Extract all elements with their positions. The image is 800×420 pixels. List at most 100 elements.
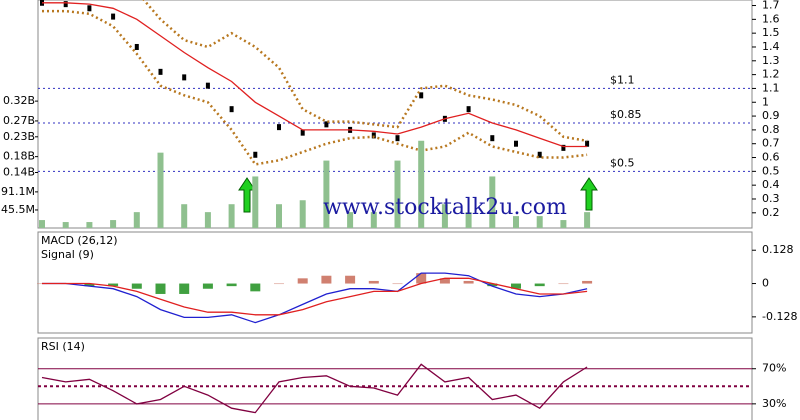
histogram-bar xyxy=(131,283,142,289)
histogram-bar xyxy=(463,280,474,284)
y-tick-label: 0.6 xyxy=(762,151,780,164)
candle xyxy=(395,135,400,142)
candle xyxy=(466,106,471,113)
y-tick-label: 0.5 xyxy=(762,164,780,177)
y2-tick-label: 45.5M xyxy=(1,203,35,216)
series-line xyxy=(42,277,588,316)
series-line xyxy=(42,9,588,166)
volume-bar xyxy=(86,222,93,228)
y2-tick-label: 0.27B xyxy=(3,114,35,127)
macd-panel xyxy=(37,231,753,334)
y2-tick-label: 91.1M xyxy=(1,185,35,198)
candle xyxy=(585,140,590,147)
histogram-bar xyxy=(392,283,403,285)
candle xyxy=(87,5,92,12)
candle xyxy=(300,129,305,136)
y-tick-label: 1.6 xyxy=(762,12,780,25)
histogram-bar xyxy=(368,280,379,284)
histogram-bar xyxy=(321,275,332,284)
series-line xyxy=(142,0,588,143)
candle xyxy=(419,92,424,99)
y-tick-label: 0.3 xyxy=(762,192,780,205)
series-line xyxy=(42,2,588,148)
candle xyxy=(514,140,518,147)
volume-bar xyxy=(560,220,567,228)
level-label: $0.5 xyxy=(610,156,635,169)
histogram-bar xyxy=(439,278,450,284)
candle xyxy=(158,68,163,75)
series-line xyxy=(42,272,588,324)
candle xyxy=(561,144,566,151)
legend-entry: MACD (26,12) xyxy=(41,234,118,247)
volume-bar xyxy=(39,220,45,228)
histogram-bar xyxy=(84,283,95,287)
watermark: www.stocktalk2u.com xyxy=(323,195,567,220)
y-tick-label: 1 xyxy=(762,95,769,108)
y-tick-label: 0.2 xyxy=(762,206,780,219)
y-tick-label: 1.3 xyxy=(762,54,780,67)
volume-bar xyxy=(299,200,306,228)
histogram-bar xyxy=(582,280,593,284)
histogram-bar xyxy=(511,283,521,289)
histogram-bar xyxy=(534,283,545,287)
y2-tick-label: 0.32B xyxy=(3,94,35,107)
level-label: $1.1 xyxy=(610,73,635,86)
legend-entry: RSI (14) xyxy=(41,340,85,353)
histogram-bar xyxy=(108,283,119,287)
histogram-bar xyxy=(558,283,569,285)
histogram-bar xyxy=(487,283,498,287)
histogram-bar xyxy=(345,275,356,284)
volume-bar xyxy=(394,160,401,228)
volume-bar xyxy=(276,204,282,228)
volume-bar xyxy=(228,204,235,228)
volume-bar xyxy=(584,212,591,228)
volume-bar xyxy=(441,204,448,228)
series-line xyxy=(41,363,588,414)
volume-bar xyxy=(252,176,259,228)
volume-bar xyxy=(157,152,164,228)
volume-bar xyxy=(370,212,377,228)
volume-bar xyxy=(62,222,69,228)
y-tick-label: 1.1 xyxy=(762,81,780,94)
level-label: $0.85 xyxy=(610,108,642,121)
volume-bar xyxy=(323,160,330,228)
volume-bar xyxy=(181,204,188,228)
y-tick-label: 1.5 xyxy=(762,26,780,39)
histogram-bar xyxy=(155,283,166,294)
volume-bar xyxy=(110,220,117,228)
candle xyxy=(205,82,210,89)
y-tick-label: 0.128 xyxy=(762,243,794,256)
y-tick-label: 1.4 xyxy=(762,40,780,53)
y-tick-label: 0.7 xyxy=(762,137,780,150)
candle xyxy=(63,1,68,8)
y-tick-label: 30% xyxy=(762,397,786,410)
volume-bar xyxy=(133,212,140,228)
volume-bar xyxy=(418,140,425,228)
candle xyxy=(182,74,187,81)
y2-tick-label: 0.23B xyxy=(3,130,35,143)
histogram-bar xyxy=(250,283,261,292)
candle xyxy=(111,13,116,20)
y-tick-label: 1.2 xyxy=(762,68,780,81)
volume-bar xyxy=(465,212,472,228)
y-tick-label: 70% xyxy=(762,362,786,375)
candle xyxy=(371,132,376,139)
candle xyxy=(277,124,281,131)
legend-entry: Signal (9) xyxy=(41,248,94,261)
candle xyxy=(253,151,258,158)
candle xyxy=(134,43,139,50)
histogram-bar xyxy=(274,283,284,285)
volume-bar xyxy=(513,216,519,228)
candle xyxy=(229,106,234,113)
y-tick-label: 1.7 xyxy=(762,0,780,12)
y-tick-label: 0 xyxy=(762,277,769,290)
volume-bar xyxy=(489,176,496,228)
volume-bar xyxy=(536,216,543,228)
histogram-bar xyxy=(297,278,308,284)
rsi-panel xyxy=(37,337,753,420)
histogram-bar xyxy=(226,283,237,287)
histogram-bar xyxy=(202,283,213,289)
volume-bar xyxy=(204,212,211,228)
y2-tick-label: 0.18B xyxy=(3,150,35,163)
